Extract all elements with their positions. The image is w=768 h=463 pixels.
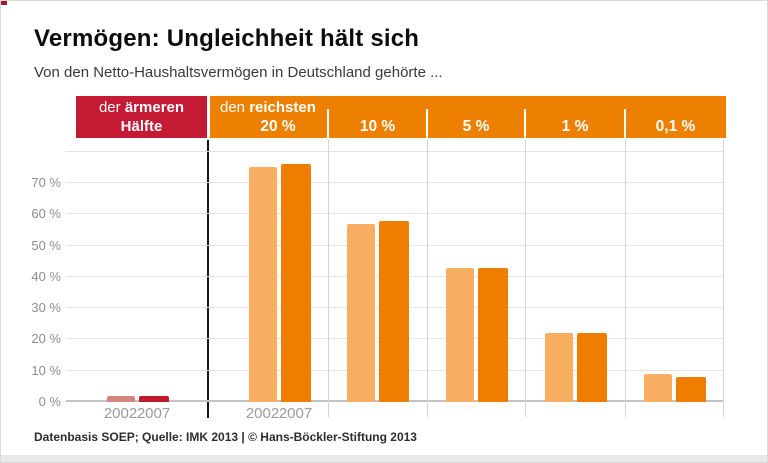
source-line: Datenbasis SOEP; Quelle: IMK 2013 | © Ha… [34, 430, 417, 444]
band-gap [207, 96, 210, 138]
group-separator-line [427, 140, 428, 417]
band-richest-line1 [525, 98, 625, 117]
gridline-60 [66, 213, 724, 215]
band-poorer-line1: der ärmeren [98, 99, 185, 116]
group-separator-line [723, 140, 724, 417]
band-column-label: 10 % [359, 118, 396, 135]
band-column-10: 10 % [327, 96, 427, 138]
group-separator-line [525, 140, 526, 417]
y-tick-label: 70 % [31, 175, 61, 191]
bar-2002-5- [446, 267, 474, 402]
band-richest-line1 [427, 98, 525, 117]
bar-2002-0-1- [643, 373, 672, 402]
bar-2002-1- [545, 333, 573, 402]
y-tick-label: 20 % [31, 331, 61, 347]
year-label-2002: 2002 [245, 405, 280, 422]
gridline-80 [66, 150, 724, 152]
year-label-2002: 2002 [103, 405, 138, 422]
band-poorer-half: der ärmeren Hälfte [76, 96, 207, 138]
corner-brand-mark [1, 1, 7, 5]
bar-2007-5- [478, 267, 508, 402]
chart-subtitle: Von den Netto-Haushaltsvermögen in Deuts… [34, 64, 443, 81]
band-richest-line1 [625, 98, 726, 117]
band-column-01: 0,1 % [624, 96, 726, 138]
band-column-divider [524, 109, 526, 138]
y-tick-label: 0 % [38, 394, 61, 409]
band-column-divider [327, 109, 329, 138]
y-tick-label: 40 % [31, 268, 61, 284]
y-tick-label: 50 % [31, 237, 61, 253]
group-separator-line [625, 140, 626, 417]
band-column-label: 5 % [462, 118, 490, 135]
y-tick-label: 10 % [31, 362, 61, 378]
gridline-70 [66, 182, 724, 184]
bar-2002-den-reichsten-20- [248, 167, 277, 402]
plot-area [66, 141, 724, 402]
band-column-20: den reichsten 20 % [210, 96, 328, 138]
bar-2007-der-rmeren-h-lfte [138, 395, 169, 402]
band-richest: den reichsten 20 % 10 % 5 % 1 % 0,1 % [210, 96, 726, 138]
chart-title: Vermögen: Ungleichheit hält sich [34, 25, 420, 52]
y-tick-label: 30 % [31, 300, 61, 316]
band-column-divider [426, 109, 428, 138]
band-column-1: 1 % [524, 96, 625, 138]
year-label-2007: 2007 [136, 405, 171, 422]
year-label-2007: 2007 [278, 405, 313, 422]
bar-2007-10- [379, 220, 409, 402]
band-column-divider [624, 109, 626, 138]
bar-2002-10- [347, 223, 375, 402]
band-column-label: 1 % [561, 118, 589, 135]
band-poorer-line2: Hälfte [120, 118, 163, 135]
bar-2002-der-rmeren-h-lfte [106, 395, 135, 402]
band-column-label: 20 % [260, 118, 296, 135]
bar-2007-den-reichsten-20- [280, 164, 311, 402]
band-richest-line1 [328, 98, 427, 117]
category-header-band: der ärmeren Hälfte den reichsten 20 % 10 … [76, 96, 726, 138]
section-separator-line [207, 140, 209, 418]
bar-2007-1- [577, 333, 607, 402]
band-column-5: 5 % [426, 96, 525, 138]
band-richest-line1: den reichsten [220, 99, 316, 116]
bar-2007-0-1- [675, 376, 706, 402]
band-column-label: 0,1 % [655, 118, 696, 135]
bottom-border-strip [1, 455, 767, 462]
group-separator-line [328, 140, 329, 417]
y-tick-label: 60 % [31, 206, 61, 222]
